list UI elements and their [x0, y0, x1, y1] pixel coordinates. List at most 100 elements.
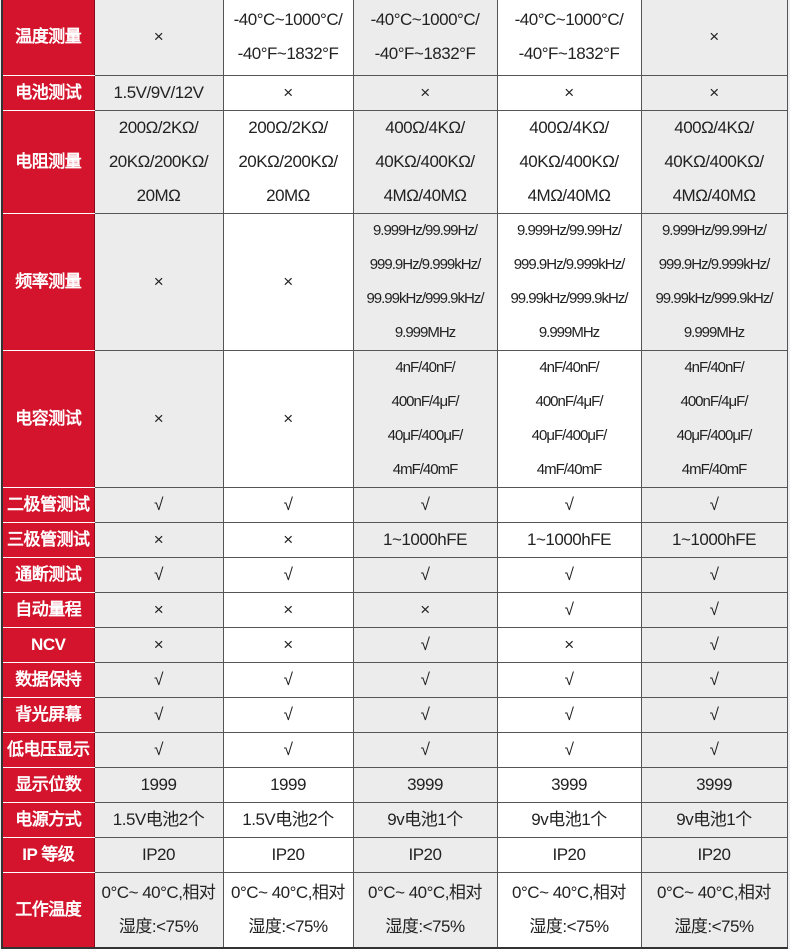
cell-line: -40°F~1832°F [237, 44, 339, 63]
table-cell: × [222, 592, 354, 628]
table-cell: 1.5V/9V/12V [93, 75, 224, 111]
cell-line: 999.9Hz/9.999kHz/ [513, 256, 626, 273]
table-row: 工作温度 0°C~ 40°C,相对 湿度:<75% 0°C~ 40°C,相对 湿度:<7… [1, 872, 788, 948]
table-cell: √ [640, 487, 788, 523]
cell-line: -40°C~1000°C/ [233, 10, 343, 29]
cell-line: 湿度:<75% [674, 916, 754, 936]
cell-line: × [709, 83, 719, 102]
cell-line: √ [154, 495, 163, 514]
cell-line: 9.999MHz [683, 324, 745, 341]
table-cell: 9.999Hz/99.99Hz/999.9Hz/9.999kHz/99.99kH… [496, 213, 642, 351]
table-row: 电池测试 1.5V/9V/12V × × × × [1, 75, 788, 111]
cell-line: 4mF/40mF [681, 461, 748, 478]
row-label: 电源方式 [1, 802, 95, 838]
table-cell: 4nF/40nF/400nF/4μF/40μF/400μF/4mF/40mF [352, 350, 498, 488]
cell-line: 99.99kHz/999.9kHz/ [510, 290, 628, 307]
table-cell: √ [352, 627, 498, 663]
cell-line: 4MΩ/40MΩ [383, 186, 467, 205]
table-cell: IP20 [222, 837, 354, 873]
row-label: IP 等级 [1, 837, 95, 873]
row-label: 自动量程 [1, 592, 95, 628]
table-cell: × [222, 350, 354, 488]
cell-line: × [420, 600, 430, 619]
table-row: IP 等级 IP20 IP20 IP20 IP20 IP20 [1, 837, 788, 873]
cell-line: × [283, 600, 293, 619]
table-cell: × [640, 75, 788, 111]
table-row: 显示位数 1999 1999 3999 3999 3999 [1, 767, 788, 803]
table-cell: 0°C~ 40°C,相对 湿度:<75% [496, 872, 642, 948]
table-cell: 400Ω/4KΩ/40KΩ/400KΩ/4MΩ/40MΩ [352, 110, 498, 214]
cell-line: -40°F~1832°F [374, 44, 476, 63]
cell-line: √ [709, 600, 719, 619]
table-cell: √ [496, 697, 642, 733]
row-label: 频率测量 [1, 213, 95, 351]
cell-line: IP20 [552, 845, 586, 864]
table-cell: √ [352, 697, 498, 733]
table-cell: √ [640, 592, 788, 628]
cell-line: 9v电池1个 [531, 810, 607, 829]
cell-line: × [153, 530, 164, 549]
cell-line: √ [154, 705, 163, 724]
cell-line: × [153, 600, 164, 619]
row-label: NCV [1, 627, 95, 663]
cell-line: IP20 [271, 845, 305, 864]
table-row: 电容测试 × × 4nF/40nF/400nF/4μF/40μF/400μF/4mF/… [1, 350, 788, 488]
table-cell: 400Ω/4KΩ/40KΩ/400KΩ/4MΩ/40MΩ [640, 110, 788, 214]
cell-line: √ [283, 670, 293, 689]
table-cell: √ [640, 697, 788, 733]
cell-line: 40KΩ/400KΩ/ [375, 152, 475, 171]
cell-line: × [283, 272, 293, 291]
cell-line: × [153, 272, 164, 291]
table-cell: 1~1000hFE [640, 522, 788, 558]
row-label: 二极管测试 [1, 487, 95, 523]
table-cell: √ [222, 487, 354, 523]
cell-line: √ [564, 740, 574, 759]
table-cell: √ [222, 662, 354, 698]
cell-line: √ [564, 670, 574, 689]
row-label: 工作温度 [1, 872, 95, 948]
table-cell: 200Ω/2KΩ/20KΩ/200KΩ/20MΩ [93, 110, 224, 214]
table-cell: √ [496, 557, 642, 593]
cell-line: √ [564, 600, 574, 619]
table-cell: √ [352, 557, 498, 593]
table-row: 温度测量 × -40°C~1000°C/-40°F~1832°F -40°C~1000… [1, 0, 788, 76]
cell-line: 9.999MHz [538, 324, 600, 341]
cell-line: × [153, 409, 164, 428]
cell-line: 20KΩ/200KΩ/ [238, 152, 338, 171]
cell-line: 1.5V电池2个 [242, 810, 334, 829]
table-cell: 9v电池1个 [352, 802, 498, 838]
table-cell: 0°C~ 40°C,相对 湿度:<75% [640, 872, 788, 948]
table-cell: √ [222, 697, 354, 733]
table-cell: 400Ω/4KΩ/40KΩ/400KΩ/4MΩ/40MΩ [496, 110, 642, 214]
cell-line: 200Ω/2KΩ/ [118, 118, 199, 137]
row-label: 背光屏幕 [1, 697, 95, 733]
cell-line: 9.999Hz/99.99Hz/ [372, 222, 478, 239]
row-label: 数据保持 [1, 662, 95, 698]
table-cell: 1.5V电池2个 [222, 802, 354, 838]
cell-line: × [564, 635, 574, 654]
cell-line: 1.5V/9V/12V [113, 83, 204, 102]
cell-line: × [283, 530, 293, 549]
row-label: 三极管测试 [1, 522, 95, 558]
table-cell: √ [496, 487, 642, 523]
table-cell: √ [222, 732, 354, 768]
table-cell: 1999 [93, 767, 224, 803]
cell-line: × [283, 83, 293, 102]
table-cell: √ [93, 557, 224, 593]
table-cell: √ [93, 732, 224, 768]
table-cell: 1~1000hFE [496, 522, 642, 558]
table-cell: × [222, 627, 354, 663]
cell-line: 3999 [551, 775, 587, 794]
cell-line: 3999 [407, 775, 443, 794]
cell-line: 40μF/400μF/ [387, 427, 464, 444]
cell-line: -40°C~1000°C/ [514, 10, 624, 29]
table-cell: √ [640, 662, 788, 698]
table-cell: × [496, 75, 642, 111]
cell-line: 99.99kHz/999.9kHz/ [366, 290, 484, 307]
cell-line: × [420, 83, 430, 102]
table-row: 三极管测试 × × 1~1000hFE 1~1000hFE 1~1000hFE [1, 522, 788, 558]
table-cell: × [222, 213, 354, 351]
cell-line: 9.999MHz [394, 324, 456, 341]
cell-line: 400Ω/4KΩ/ [529, 118, 609, 137]
